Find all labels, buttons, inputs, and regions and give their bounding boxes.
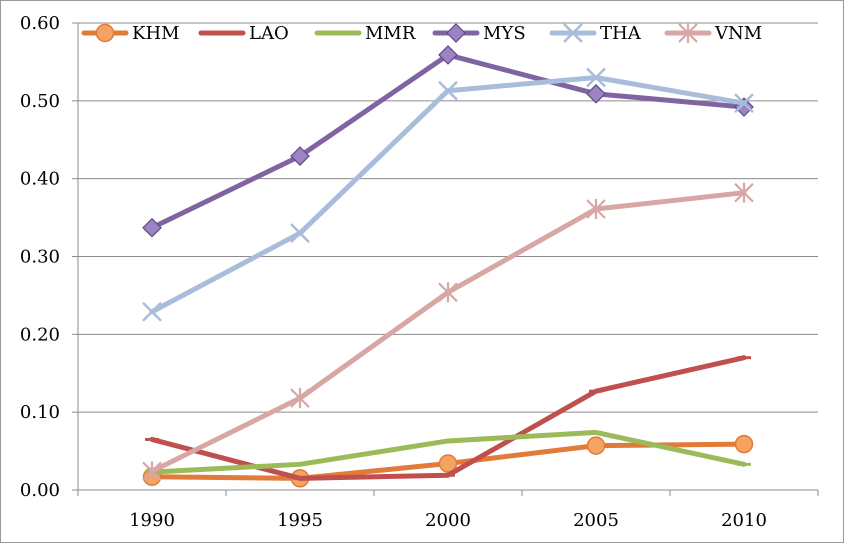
data-point-tha	[142, 301, 162, 322]
legend-label-mys: MYS	[483, 23, 526, 44]
data-point-vnm	[290, 388, 310, 409]
data-point-mys	[586, 83, 606, 104]
x-tick-label: 2000	[425, 510, 471, 531]
x-tick-label: 2010	[721, 510, 767, 531]
x-tick-label: 2005	[573, 510, 619, 531]
y-tick-label: 0.10	[20, 402, 60, 423]
legend-marker-khm	[95, 23, 115, 43]
y-tick-label: 0.40	[20, 169, 60, 190]
legend-label-khm: KHM	[132, 23, 180, 44]
data-point-tha	[438, 80, 458, 101]
legend-marker-mys	[446, 23, 466, 43]
y-tick-label: 0.20	[20, 324, 60, 345]
data-point-tha	[290, 223, 310, 244]
legend-marker-vnm	[678, 23, 698, 43]
data-point-mys	[142, 217, 162, 238]
x-tick-label: 1995	[277, 510, 323, 531]
y-tick-label: 0.50	[20, 91, 60, 112]
data-point-tha	[734, 93, 754, 114]
data-point-vnm	[734, 182, 754, 203]
legend-label-vnm: VNM	[714, 23, 762, 44]
legend-label-tha: THA	[600, 23, 642, 44]
legend-label-mmr: MMR	[365, 23, 416, 44]
data-point-tha	[586, 67, 606, 88]
x-tick-label: 1990	[129, 510, 175, 531]
legend-marker-tha	[563, 23, 583, 43]
data-point-khm	[586, 436, 606, 455]
data-point-vnm	[438, 282, 458, 303]
series-line-tha	[149, 74, 747, 315]
data-point-mys	[438, 45, 458, 65]
data-point-vnm	[142, 461, 162, 482]
legend-label-lao: LAO	[249, 23, 289, 44]
data-point-khm	[734, 434, 754, 454]
data-point-mys	[290, 146, 310, 166]
series-line-vnm	[149, 190, 747, 474]
y-tick-label: 0.00	[20, 480, 60, 501]
data-point-vnm	[586, 199, 606, 220]
data-point-khm	[438, 454, 458, 473]
y-tick-label: 0.60	[20, 13, 60, 34]
y-tick-label: 0.30	[20, 247, 60, 268]
